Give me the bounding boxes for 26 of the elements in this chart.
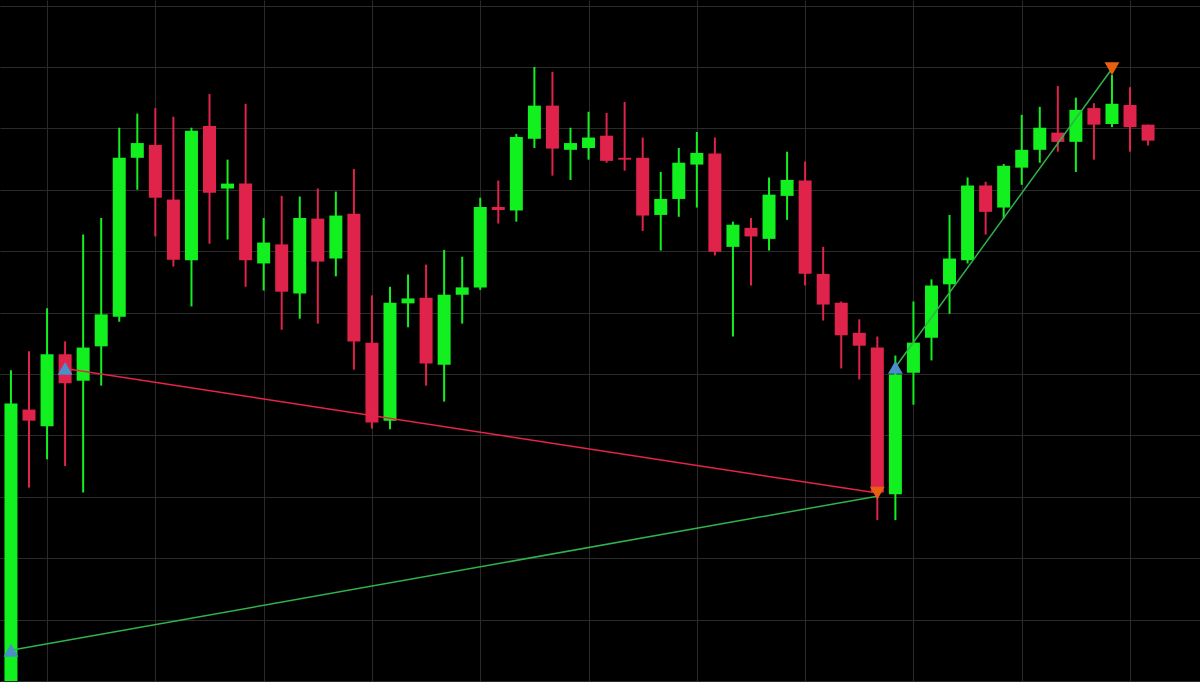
point [1104, 62, 1120, 76]
candlestick [455, 255, 469, 325]
candlestick [1015, 113, 1029, 186]
candlestick [130, 112, 144, 191]
candlestick [401, 273, 415, 329]
candlestick [221, 158, 235, 241]
point [3, 643, 19, 657]
candlestick [744, 216, 758, 287]
candlestick [491, 179, 505, 225]
candlestick [1033, 105, 1047, 164]
candlestick [726, 220, 740, 338]
point [869, 486, 885, 500]
candlestick [690, 131, 704, 209]
candlestick [582, 110, 596, 161]
candlestick [852, 318, 866, 381]
candlestick [563, 126, 577, 181]
point [887, 360, 903, 374]
candlestick [654, 170, 668, 252]
candlestick [1087, 102, 1101, 161]
candlestick [257, 216, 271, 292]
candlestick [1123, 86, 1137, 153]
point [57, 362, 73, 375]
candlestick [22, 350, 36, 489]
candlestick [618, 100, 632, 172]
candlestick [76, 233, 90, 494]
candlestick [780, 150, 794, 221]
